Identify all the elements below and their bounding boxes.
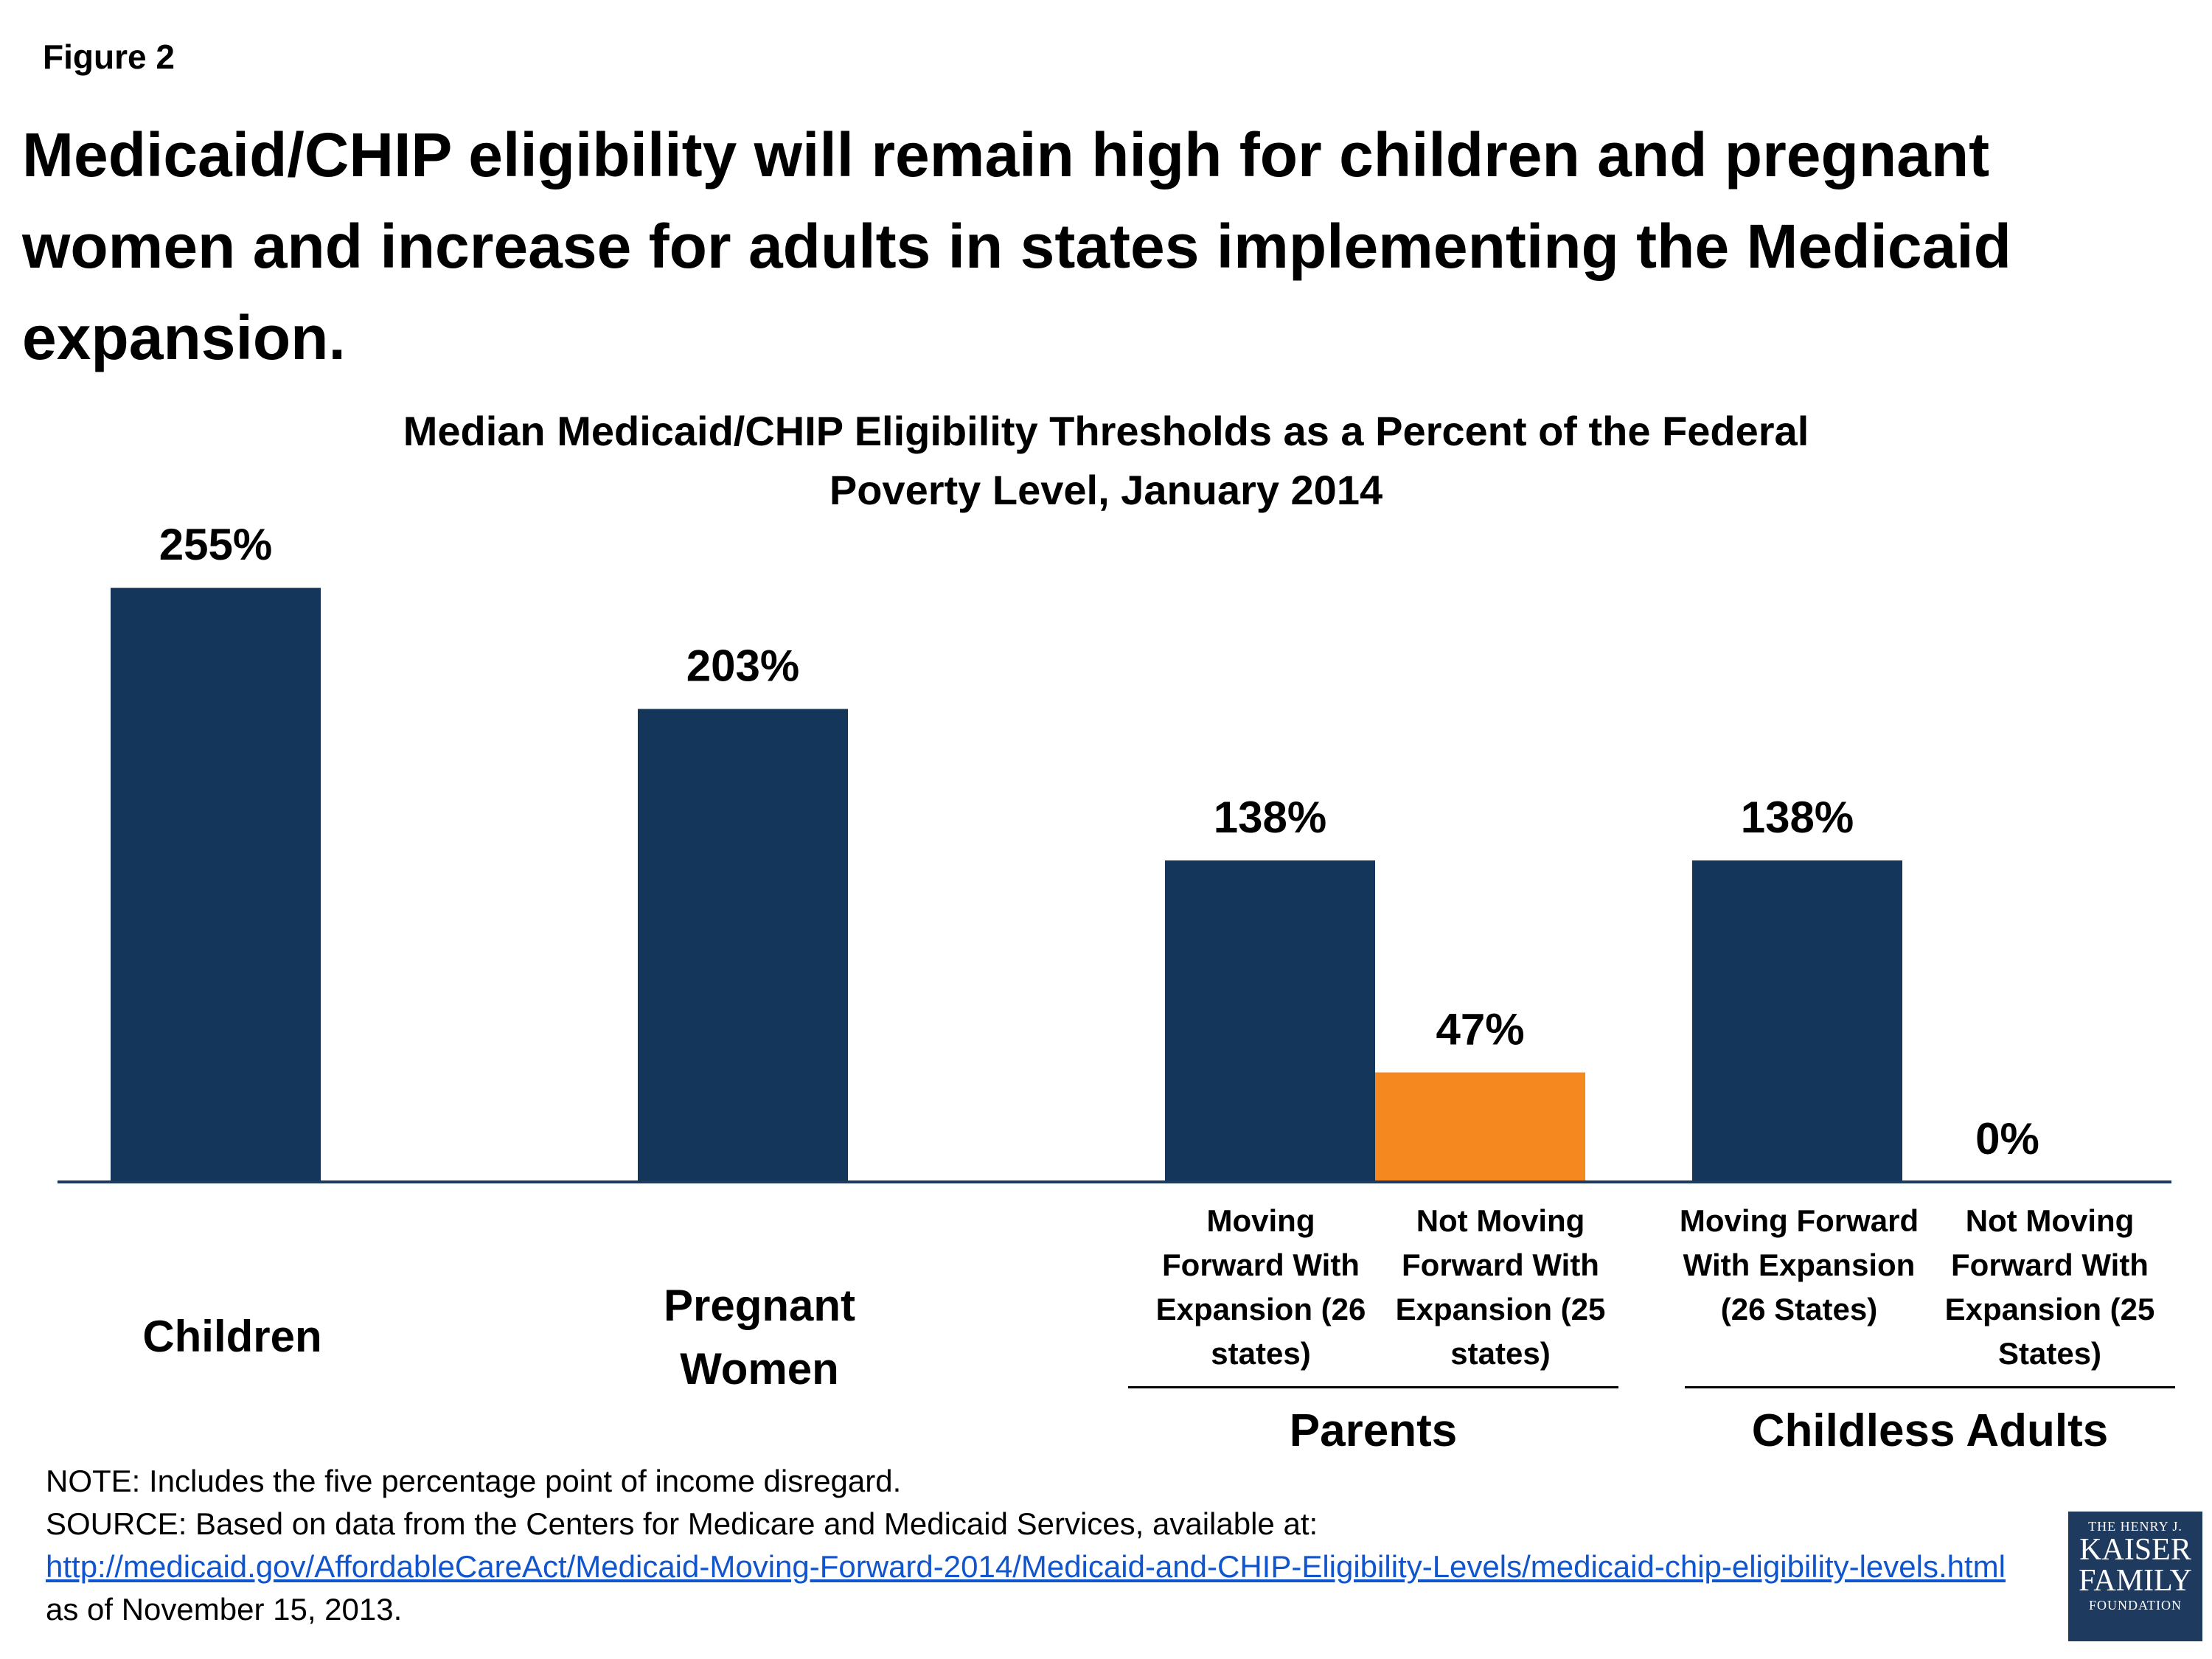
kff-logo: THE HENRY J. KAISER FAMILY FOUNDATION — [2068, 1512, 2202, 1641]
value-label-childless-with-expansion: 138% — [1741, 793, 1854, 842]
category-label-childless-with-expansion: Moving Forward With Expansion (26 States… — [1679, 1203, 1919, 1326]
category-label-parents-without-expansion: Not Moving Forward With Expansion (25 st… — [1395, 1203, 1606, 1371]
logo-line2: KAISER — [2079, 1533, 2191, 1567]
logo-line3: FAMILY — [2079, 1564, 2192, 1598]
source-link[interactable]: http://medicaid.gov/AffordableCareAct/Me… — [46, 1549, 2006, 1584]
bar-childless-with-expansion — [1692, 860, 1902, 1182]
page-title: Medicaid/CHIP eligibility will remain hi… — [22, 120, 2011, 372]
figure-label: Figure 2 — [43, 38, 175, 76]
value-label-parents-with-expansion: 138% — [1214, 793, 1326, 842]
bar-parents-without-expansion — [1375, 1072, 1585, 1182]
category-label-parents-with-expansion: Moving Forward With Expansion (26 states… — [1155, 1203, 1366, 1371]
bar-pregnant-women — [638, 709, 848, 1182]
source-date: as of November 15, 2013. — [46, 1592, 403, 1627]
bar-children — [111, 588, 321, 1182]
logo-line1: THE HENRY J. — [2088, 1519, 2183, 1534]
childless-group-line — [1685, 1386, 2175, 1388]
footnote: NOTE: Includes the five percentage point… — [46, 1460, 2037, 1631]
source-text: SOURCE: Based on data from the Centers f… — [46, 1506, 1318, 1541]
value-label-childless-without-expansion: 0% — [1975, 1114, 2039, 1164]
note-text: NOTE: Includes the five percentage point… — [46, 1464, 902, 1498]
value-label-children: 255% — [159, 520, 272, 569]
parents-group-line — [1128, 1386, 1618, 1388]
group-label-parents: Parents — [1289, 1405, 1458, 1456]
category-label-pregnant-women: Pregnant Women — [663, 1281, 856, 1394]
chart-title: Median Medicaid/CHIP Eligibility Thresho… — [403, 408, 1809, 513]
logo-line4: FOUNDATION — [2089, 1598, 2182, 1613]
bar-parents-with-expansion — [1165, 860, 1375, 1182]
value-label-pregnant-women: 203% — [686, 641, 799, 691]
value-label-parents-without-expansion: 47% — [1436, 1004, 1524, 1054]
source-line: http://medicaid.gov/AffordableCareAct/Me… — [46, 1545, 2037, 1631]
category-label-childless-without-expansion: Not Moving Forward With Expansion (25 St… — [1944, 1203, 2155, 1371]
group-label-childless-adults: Childless Adults — [1751, 1405, 2109, 1456]
category-label-children: Children — [142, 1312, 322, 1361]
